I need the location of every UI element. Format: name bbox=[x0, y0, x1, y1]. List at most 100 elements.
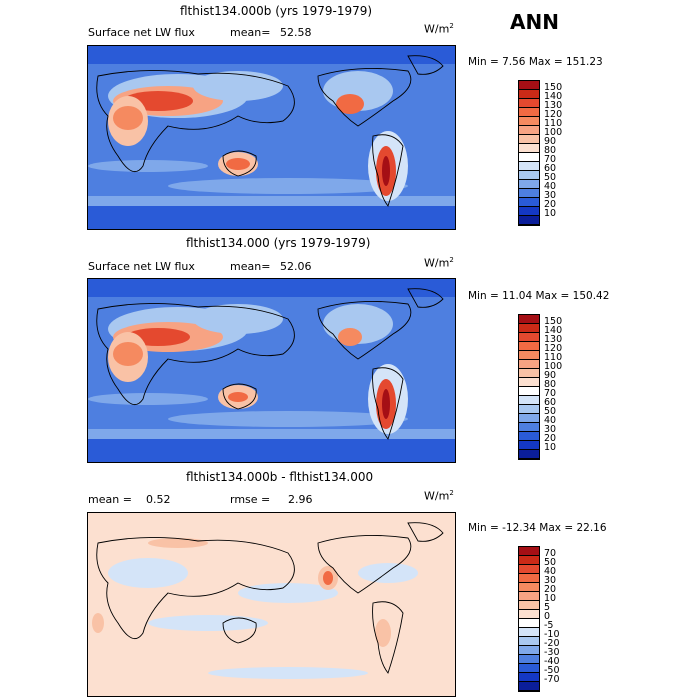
colorbar-swatch bbox=[519, 81, 539, 90]
cb1-tick: 30 bbox=[544, 190, 557, 201]
cb1-tick: 60 bbox=[544, 163, 557, 174]
panel-3-rmse-label: rmse = bbox=[230, 493, 271, 506]
colorbar-swatch bbox=[519, 565, 539, 574]
cb2-tick: 100 bbox=[544, 361, 563, 372]
panel-2-variable-label: Surface net LW flux bbox=[88, 260, 195, 273]
colorbar-swatch bbox=[519, 414, 539, 423]
cb2-tick: 130 bbox=[544, 334, 563, 345]
panel-1-colorbar bbox=[518, 80, 540, 226]
cb1-tick: 40 bbox=[544, 181, 557, 192]
cb1-tick: 140 bbox=[544, 91, 563, 102]
colorbar-swatch bbox=[519, 378, 539, 387]
cb3-tick: -20 bbox=[544, 638, 560, 649]
cb2-tick: 20 bbox=[544, 433, 557, 444]
colorbar-swatch bbox=[519, 360, 539, 369]
colorbar-swatch bbox=[519, 450, 539, 459]
cb1-tick: 50 bbox=[544, 172, 557, 183]
colorbar-swatch bbox=[519, 556, 539, 565]
panel-2-mean-label: mean= bbox=[230, 260, 271, 273]
panel-2-mean-value: 52.06 bbox=[280, 260, 312, 273]
season-label: ANN bbox=[510, 10, 559, 34]
cb1-tick: 130 bbox=[544, 100, 563, 111]
cb3-tick: 10 bbox=[544, 593, 557, 604]
colorbar-swatch bbox=[519, 342, 539, 351]
colorbar-swatch bbox=[519, 162, 539, 171]
colorbar-swatch bbox=[519, 90, 539, 99]
colorbar-swatch bbox=[519, 396, 539, 405]
panel-3-colorbar bbox=[518, 546, 540, 692]
colorbar-swatch bbox=[519, 117, 539, 126]
cb3-tick: -50 bbox=[544, 665, 560, 676]
colorbar-swatch bbox=[519, 664, 539, 673]
colorbar-swatch bbox=[519, 153, 539, 162]
cb1-tick: 70 bbox=[544, 154, 557, 165]
panel-2-colorbar-labels: 150 140 130 120 110 100 90 80 70 60 50 4… bbox=[518, 314, 578, 464]
colorbar-swatch bbox=[519, 574, 539, 583]
panel-3-mean-label: mean = bbox=[88, 493, 132, 506]
colorbar-swatch bbox=[519, 673, 539, 682]
cb3-tick: -70 bbox=[544, 674, 560, 685]
colorbar-swatch bbox=[519, 441, 539, 450]
colorbar-swatch bbox=[519, 601, 539, 610]
panel-1-mean-label: mean= bbox=[230, 26, 271, 39]
colorbar-swatch bbox=[519, 189, 539, 198]
panel-1-mean-value: 52.58 bbox=[280, 26, 312, 39]
panel-1-map bbox=[87, 45, 456, 230]
colorbar-swatch bbox=[519, 628, 539, 637]
colorbar-swatch bbox=[519, 592, 539, 601]
cb3-tick: 40 bbox=[544, 566, 557, 577]
colorbar-swatch bbox=[519, 619, 539, 628]
panel-3-colorbar-labels: 70 50 40 30 20 10 5 0 -5 -10 -20 -30 -40… bbox=[518, 546, 578, 696]
cb2-tick: 120 bbox=[544, 343, 563, 354]
panel-1-minmax: Min = 7.56 Max = 151.23 bbox=[468, 56, 603, 68]
panel-3-map bbox=[87, 512, 456, 697]
cb1-tick: 80 bbox=[544, 145, 557, 156]
cb2-tick: 10 bbox=[544, 442, 557, 453]
cb2-tick: 90 bbox=[544, 370, 557, 381]
panel-3-minmax: Min = -12.34 Max = 22.16 bbox=[468, 522, 607, 534]
cb1-tick: 90 bbox=[544, 136, 557, 147]
panel-3-units: W/m2 bbox=[424, 489, 454, 503]
colorbar-swatch bbox=[519, 324, 539, 333]
panel-1-title: flthist134.000b (yrs 1979-1979) bbox=[180, 4, 373, 18]
cb2-tick: 70 bbox=[544, 388, 557, 399]
cb3-tick: -40 bbox=[544, 656, 560, 667]
panel-2-units: W/m2 bbox=[424, 256, 454, 270]
panel-1-colorbar-labels: 150 140 130 120 110 100 90 80 70 60 50 4… bbox=[518, 80, 578, 230]
cb3-tick: 50 bbox=[544, 557, 557, 568]
cb2-tick: 110 bbox=[544, 352, 563, 363]
colorbar-swatch bbox=[519, 423, 539, 432]
cb1-tick: 100 bbox=[544, 127, 563, 138]
panel-2-title: flthist134.000 (yrs 1979-1979) bbox=[186, 236, 371, 250]
cb3-tick: -5 bbox=[544, 620, 554, 631]
colorbar-swatch bbox=[519, 637, 539, 646]
cb3-tick: 0 bbox=[544, 611, 551, 622]
colorbar-swatch bbox=[519, 432, 539, 441]
colorbar-swatch bbox=[519, 99, 539, 108]
colorbar-swatch bbox=[519, 135, 539, 144]
panel-3-title: flthist134.000b - flthist134.000 bbox=[186, 470, 374, 484]
cb3-tick: -10 bbox=[544, 629, 560, 640]
colorbar-swatch bbox=[519, 126, 539, 135]
cb1-tick: 120 bbox=[544, 109, 563, 120]
colorbar-swatch bbox=[519, 405, 539, 414]
cb2-tick: 40 bbox=[544, 415, 557, 426]
cb2-tick: 80 bbox=[544, 379, 557, 390]
cb3-tick: 70 bbox=[544, 548, 557, 559]
colorbar-swatch bbox=[519, 547, 539, 556]
colorbar-swatch bbox=[519, 646, 539, 655]
colorbar-swatch bbox=[519, 207, 539, 216]
cb3-tick: 20 bbox=[544, 584, 557, 595]
cb2-tick: 150 bbox=[544, 316, 563, 327]
cb2-tick: 50 bbox=[544, 406, 557, 417]
colorbar-swatch bbox=[519, 216, 539, 225]
colorbar-swatch bbox=[519, 198, 539, 207]
colorbar-swatch bbox=[519, 333, 539, 342]
colorbar-swatch bbox=[519, 108, 539, 117]
colorbar-swatch bbox=[519, 351, 539, 360]
cb1-tick: 150 bbox=[544, 82, 563, 93]
cb1-tick: 110 bbox=[544, 118, 563, 129]
panel-2-minmax: Min = 11.04 Max = 150.42 bbox=[468, 290, 610, 302]
cb1-tick: 20 bbox=[544, 199, 557, 210]
panel-1-units: W/m2 bbox=[424, 22, 454, 36]
